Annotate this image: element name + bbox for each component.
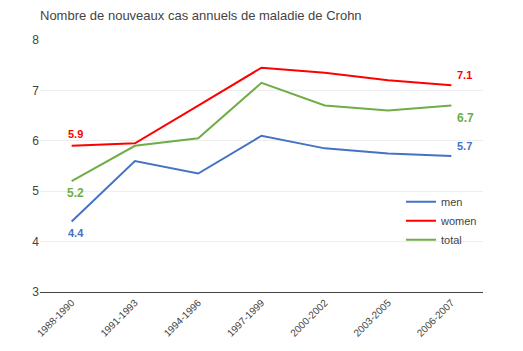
svg-text:2003-2005: 2003-2005 xyxy=(351,297,393,339)
svg-text:5.7: 5.7 xyxy=(457,140,472,152)
svg-text:1997-1999: 1997-1999 xyxy=(225,297,267,339)
svg-text:5.2: 5.2 xyxy=(67,186,84,200)
svg-text:total: total xyxy=(441,234,462,246)
svg-text:7.1: 7.1 xyxy=(457,69,472,81)
svg-text:1988-1990: 1988-1990 xyxy=(35,297,77,339)
svg-text:2006-2007: 2006-2007 xyxy=(415,297,457,339)
svg-text:3: 3 xyxy=(32,285,39,299)
svg-text:Nombre de nouveaux cas annuels: Nombre de nouveaux cas annuels de maladi… xyxy=(40,8,362,23)
svg-text:7: 7 xyxy=(32,84,39,98)
svg-text:1994-1996: 1994-1996 xyxy=(162,297,204,339)
svg-text:6.7: 6.7 xyxy=(457,111,474,125)
svg-text:5.9: 5.9 xyxy=(68,128,83,140)
svg-text:2000-2002: 2000-2002 xyxy=(288,297,330,339)
svg-text:6: 6 xyxy=(32,134,39,148)
svg-text:women: women xyxy=(440,215,476,227)
svg-text:men: men xyxy=(441,196,462,208)
svg-text:1991-1993: 1991-1993 xyxy=(98,297,140,339)
svg-text:4.4: 4.4 xyxy=(68,227,84,239)
svg-text:8: 8 xyxy=(32,33,39,47)
svg-text:5: 5 xyxy=(32,184,39,198)
svg-text:4: 4 xyxy=(32,235,39,249)
